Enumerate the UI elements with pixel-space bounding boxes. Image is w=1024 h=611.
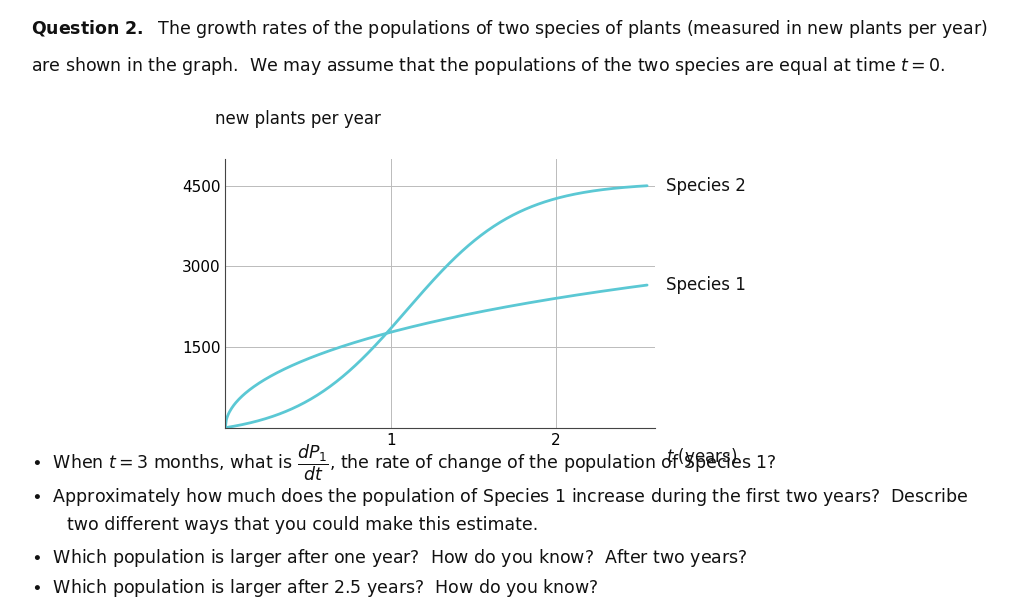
Text: $\mathbf{Question\ 2.}$  The growth rates of the populations of two species of p: $\mathbf{Question\ 2.}$ The growth rates…	[31, 18, 987, 40]
Text: $t$ (years): $t$ (years)	[666, 446, 736, 468]
Text: Species 2: Species 2	[666, 177, 745, 195]
Text: $\bullet$  Which population is larger after one year?  How do you know?  After t: $\bullet$ Which population is larger aft…	[31, 547, 748, 569]
Text: are shown in the graph.  We may assume that the populations of the two species a: are shown in the graph. We may assume th…	[31, 55, 945, 77]
Text: $\bullet$  Which population is larger after 2.5 years?  How do you know?: $\bullet$ Which population is larger aft…	[31, 577, 598, 599]
Text: two different ways that you could make this estimate.: two different ways that you could make t…	[67, 516, 538, 534]
Text: Species 1: Species 1	[666, 276, 745, 294]
Text: $\bullet$  Approximately how much does the population of Species 1 increase duri: $\bullet$ Approximately how much does th…	[31, 486, 968, 508]
Text: new plants per year: new plants per year	[215, 111, 381, 128]
Text: $\bullet$  When $t = 3$ months, what is $\dfrac{dP_1}{dt}$, the rate of change o: $\bullet$ When $t = 3$ months, what is $…	[31, 443, 776, 483]
